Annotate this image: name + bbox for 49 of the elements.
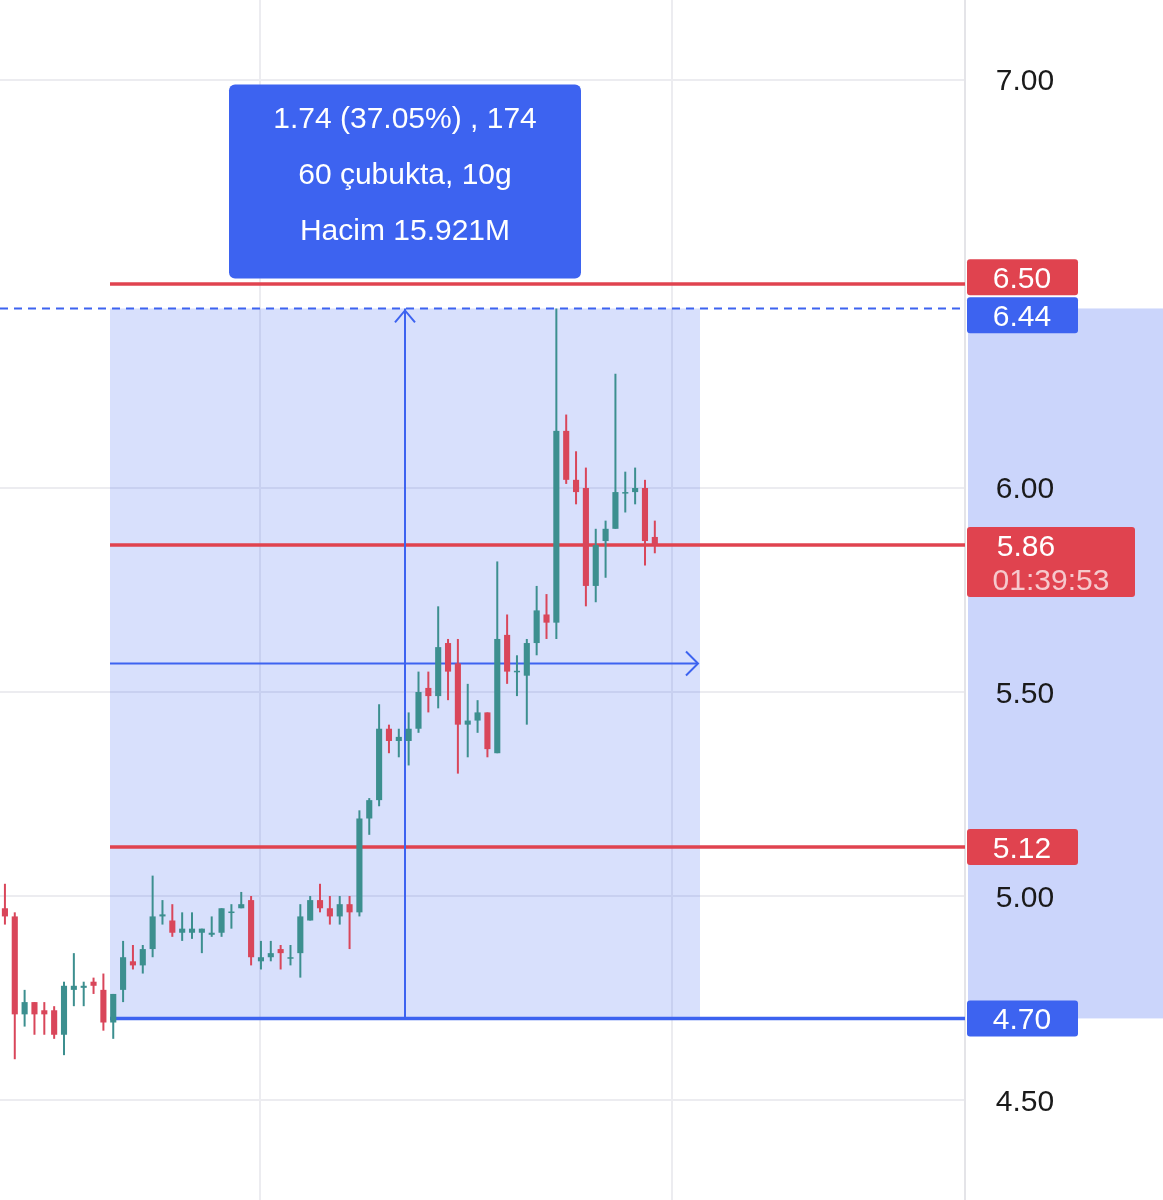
candlestick (41, 1001, 48, 1036)
candlestick (316, 882, 324, 914)
y-tick-label: 5.50 (995, 675, 1055, 709)
candlestick (1, 882, 8, 926)
candlestick (198, 927, 205, 955)
ref-line-label: 6.50 (992, 260, 1052, 294)
annotation: 60 çubukta, 10g (298, 157, 512, 191)
text: 01:39:53 (992, 562, 1110, 596)
candlestick (287, 943, 294, 967)
candlestick (208, 915, 215, 938)
candlestick (425, 670, 432, 714)
candlestick (188, 911, 196, 940)
candlestick (129, 943, 136, 971)
candlestick (139, 943, 146, 975)
candlestick (70, 952, 77, 1008)
candlestick (31, 1001, 38, 1036)
candlestick (346, 895, 353, 951)
ref-line-label: 4.70 (992, 1001, 1052, 1035)
candlestick (326, 895, 333, 926)
y-tick-label: 7.00 (995, 63, 1055, 97)
candlestick (169, 903, 176, 938)
candlestick (602, 519, 609, 579)
candlestick (366, 797, 373, 836)
candlestick (395, 727, 402, 759)
candlestick (307, 895, 314, 922)
candlestick (267, 939, 274, 963)
ref-line-label: 6.44 (992, 298, 1052, 332)
y-tick-label: 6.00 (995, 471, 1055, 505)
annotation: Hacim 15.921M (299, 213, 511, 247)
candlestick (632, 466, 639, 506)
candlestick (385, 723, 393, 755)
candlestick (474, 699, 481, 734)
ref-line-label: 5.12 (992, 830, 1052, 864)
candlestick (543, 593, 550, 640)
candlestick (336, 895, 343, 926)
candlestick (80, 980, 87, 1008)
ref-line-label: 5.86 (996, 528, 1056, 562)
y-tick-label: 4.50 (995, 1083, 1055, 1117)
candlestick (572, 450, 580, 506)
candlestick (622, 470, 629, 514)
candlestick (405, 711, 412, 767)
candlestick (277, 943, 284, 971)
candlestick (21, 988, 28, 1028)
candlestick (257, 939, 264, 971)
annotation: 1.74 (37.05%) , 174 (273, 101, 537, 135)
y-tick-label: 5.00 (995, 879, 1055, 913)
candlestick (159, 899, 166, 926)
candlestick (464, 682, 471, 759)
candlestick (179, 911, 186, 942)
